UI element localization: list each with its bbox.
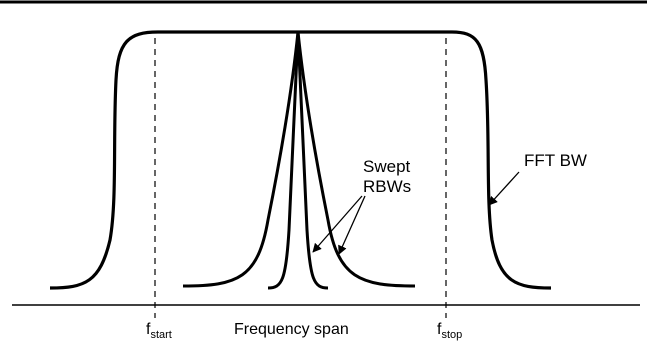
f-stop-subscript: stop [441, 329, 462, 341]
swept-rbw-arrow-wide [338, 195, 366, 255]
fft-bw-curve [49, 30, 552, 290]
f-stop-label: fstop [437, 321, 462, 341]
fft-bw-arrow [488, 171, 520, 206]
frequency-span-label: Frequency span [234, 321, 349, 338]
swept-rbw-narrow-curve [267, 30, 329, 290]
f-start-subscript: start [150, 329, 171, 341]
swept-label-line2: RBWs [363, 177, 411, 196]
fft-bw-label: FFT BW [524, 151, 587, 170]
swept-rbw-arrow-narrow [312, 195, 363, 253]
swept-label-line1: Swept [363, 157, 411, 176]
f-stop-main: f [437, 321, 442, 338]
f-start-main: f [146, 321, 151, 338]
f-start-label: fstart [146, 321, 172, 341]
